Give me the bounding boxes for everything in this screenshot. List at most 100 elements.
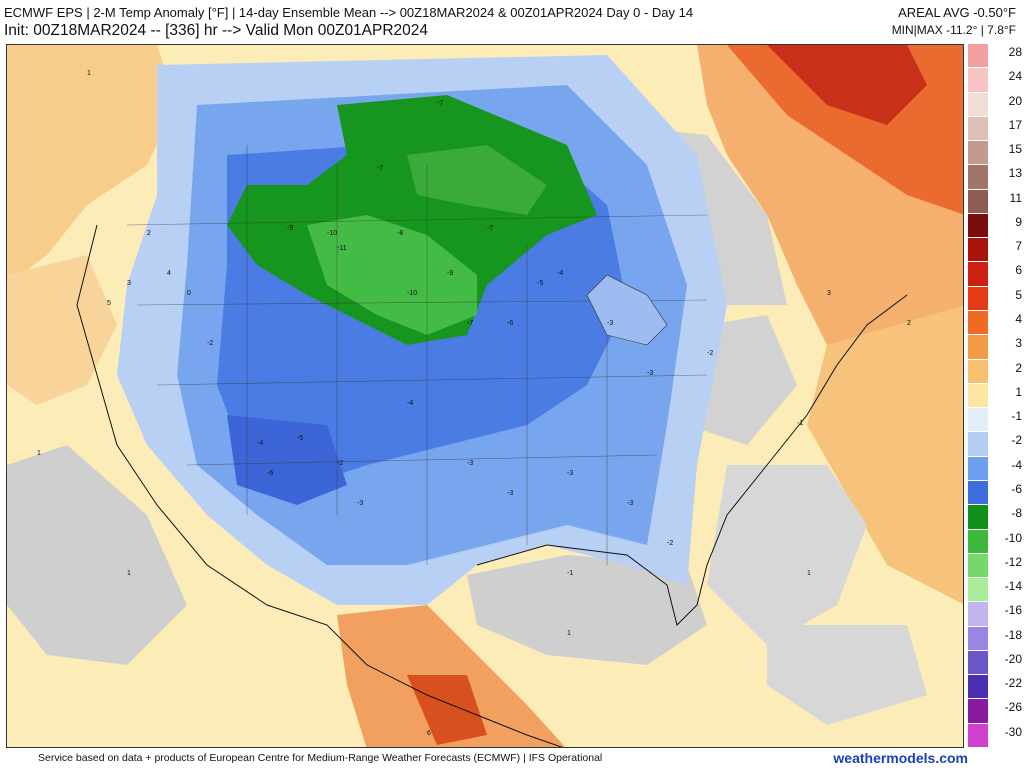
legend-label: 11: [1009, 190, 1022, 205]
site-link[interactable]: weathermodels.com: [833, 750, 968, 766]
contour-label: -5: [297, 435, 303, 442]
legend-label: -10: [1004, 530, 1022, 545]
cold-region-canada-core: [407, 145, 547, 215]
legend-swatch: [968, 675, 988, 700]
cool-region-southwest-core: [227, 415, 347, 505]
legend-swatch: [968, 141, 988, 166]
legend-label: 24: [1008, 69, 1022, 84]
contour-label: 1: [37, 450, 41, 457]
legend-entry: -8: [966, 505, 1024, 530]
legend-swatch: [968, 262, 988, 287]
temperature-anomaly-map: 1 1 1 1 1 -1 -1 -4 -5 -6 -7 -7 -7 -8 -9 …: [6, 44, 964, 748]
legend-label: -6: [1011, 481, 1022, 496]
legend-swatch: [968, 626, 988, 651]
legend-entry: -2: [966, 432, 1024, 457]
contour-label: -7: [487, 225, 493, 232]
legend-entry: 15: [966, 141, 1024, 166]
legend-label: -30: [1004, 724, 1022, 739]
legend-swatch: [968, 213, 988, 239]
contour-label: -3: [607, 320, 613, 327]
legend-swatch: [968, 311, 988, 336]
hot-core-northeast: [767, 45, 927, 125]
legend-label: 6: [1015, 263, 1022, 278]
neutral-region-caribbean: [767, 625, 927, 725]
hot-core-mexico: [407, 675, 487, 745]
legend-label: 20: [1008, 93, 1022, 108]
legend-entry: -18: [966, 626, 1024, 651]
legend-entry: -14: [966, 578, 1024, 603]
legend-entry: -22: [966, 675, 1024, 700]
warm-region-pacific: [7, 255, 117, 405]
legend-swatch: [968, 529, 988, 554]
legend-entry: 7: [966, 238, 1024, 263]
contour-label: -3: [467, 460, 473, 467]
legend-label: 17: [1008, 117, 1022, 132]
legend-entry: 9: [966, 213, 1024, 239]
contour-label: 2: [907, 320, 911, 327]
contour-label: -4: [407, 400, 413, 407]
contour-label: -3: [647, 370, 653, 377]
contour-label: -4: [557, 270, 563, 277]
min-max-readout: MIN|MAX -11.2° | 7.8°F: [891, 23, 1016, 37]
legend-entry: 13: [966, 165, 1024, 190]
contour-label: -3: [627, 500, 633, 507]
legend-label: 28: [1008, 45, 1022, 59]
header: ECMWF EPS | 2-M Temp Anomaly [°F] | 14-d…: [0, 0, 1024, 44]
legend-swatch: [968, 44, 988, 69]
contour-label: -8: [397, 230, 403, 237]
legend-entry: 5: [966, 286, 1024, 312]
legend-label: -26: [1004, 700, 1022, 715]
legend-entry: -10: [966, 529, 1024, 554]
contour-label: -7: [467, 320, 473, 327]
legend-entry: 28: [966, 44, 1024, 69]
legend-swatch: [968, 68, 988, 93]
contour-label: -11: [337, 245, 347, 252]
color-legend: 28 24 20 17 15 13 11 9 7 6 5 4 3 2 1 -1 -2 -4 -6 -8 -10 -12 -1…: [966, 44, 1024, 748]
contour-label: 3: [827, 290, 831, 297]
legend-label: -22: [1004, 676, 1022, 691]
legend-swatch: [968, 505, 988, 530]
warm-region-atlantic: [807, 305, 963, 604]
neutral-region-atlantic: [707, 465, 867, 645]
contour-label: 1: [87, 70, 91, 77]
legend-label: 4: [1015, 312, 1022, 327]
contour-label: -2: [337, 460, 343, 467]
legend-entry: -12: [966, 553, 1024, 579]
title-line-1: ECMWF EPS | 2-M Temp Anomaly [°F] | 14-d…: [4, 5, 694, 20]
contour-label: -3: [567, 470, 573, 477]
neutral-region-gulf: [467, 555, 707, 665]
contour-label: 0: [187, 290, 191, 297]
contour-label: -10: [407, 290, 417, 297]
contour-label: -3: [507, 490, 513, 497]
contour-label: 1: [127, 570, 131, 577]
legend-label: 9: [1015, 214, 1022, 229]
legend-swatch: [968, 116, 988, 142]
legend-label: 2: [1015, 360, 1022, 375]
contour-label: 5: [107, 300, 111, 307]
legend-swatch: [968, 578, 988, 603]
footer: Service based on data + products of Euro…: [0, 748, 1024, 768]
contour-label: -2: [707, 350, 713, 357]
warm-region-northwest: [7, 45, 177, 285]
legend-entry: 11: [966, 189, 1024, 214]
legend-entry: -1: [966, 408, 1024, 433]
legend-label: -20: [1004, 651, 1022, 666]
contour-label: 3: [127, 280, 131, 287]
legend-swatch: [968, 383, 988, 409]
cold-region-minus10: [307, 215, 477, 335]
great-lakes: [586, 274, 668, 346]
contour-label: -9: [287, 225, 293, 232]
east-coastline: [476, 294, 908, 626]
legend-label: -2: [1011, 433, 1022, 448]
legend-swatch: [968, 480, 988, 506]
contour-label: -4: [257, 440, 263, 447]
legend-swatch: [968, 408, 988, 433]
legend-label: 3: [1015, 336, 1022, 351]
contour-label: -10: [327, 230, 337, 237]
legend-swatch: [968, 238, 988, 263]
legend-label: 1: [1015, 384, 1022, 399]
contour-label: 2: [147, 230, 151, 237]
contour-label: -5: [537, 280, 543, 287]
footer-credit: Service based on data + products of Euro…: [38, 752, 603, 764]
legend-swatch: [968, 553, 988, 579]
